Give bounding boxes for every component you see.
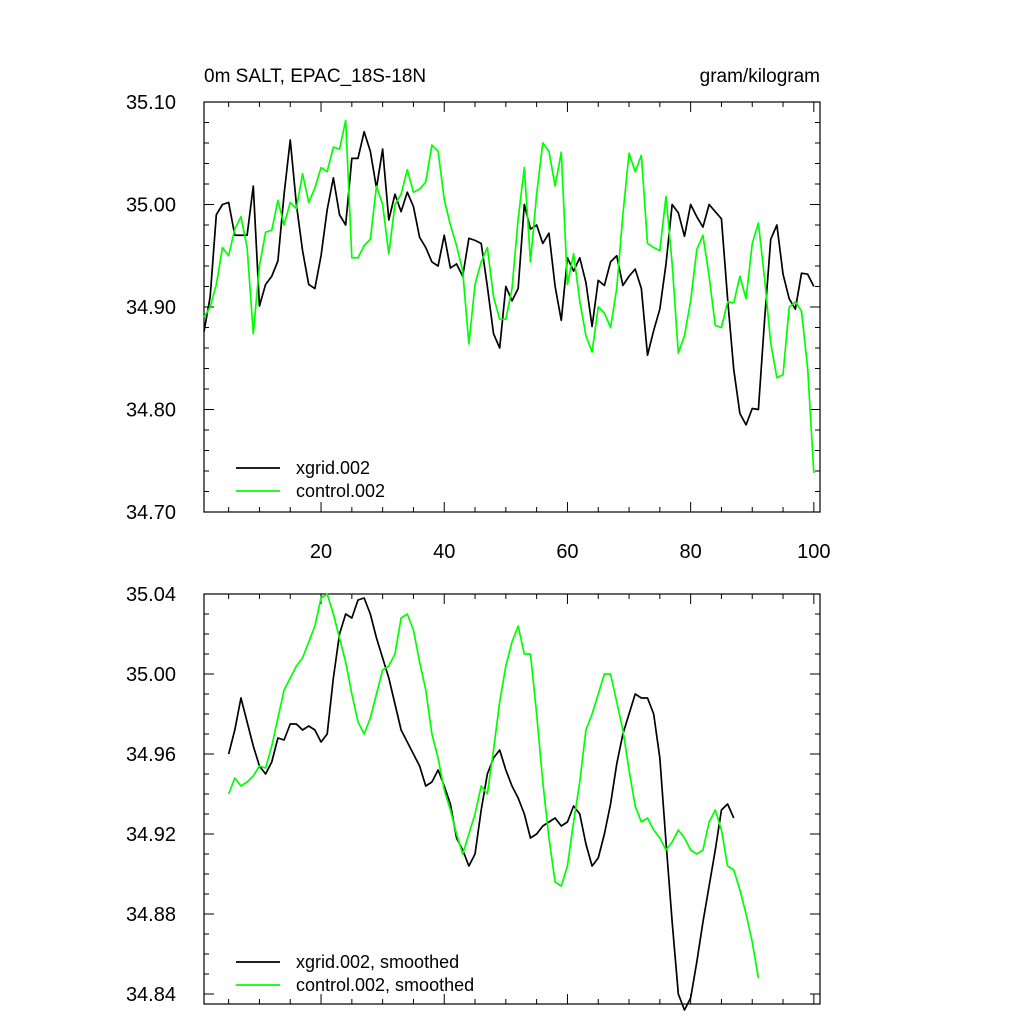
- legend-label: control.002: [296, 481, 385, 501]
- y-tick-label: 34.90: [126, 297, 176, 319]
- series-line-1: [203, 119, 815, 474]
- bottom-panel: 34.84 34.88 34.92 34.96 35.00 35.04 xgrid.002,…: [126, 584, 821, 1011]
- legend-label: control.002, smoothed: [296, 975, 474, 995]
- legend-label: xgrid.002, smoothed: [296, 952, 459, 972]
- plot-frame: [203, 593, 821, 1005]
- y-tick-label: 35.00: [126, 195, 176, 217]
- x-tick-label: 40: [433, 541, 455, 563]
- y-tick-label: 34.92: [126, 824, 176, 846]
- x-tick-label: 80: [680, 541, 702, 563]
- series-line-1: [227, 593, 760, 979]
- units-label: gram/kilogram: [700, 66, 820, 87]
- y-tick-label: 34.96: [126, 744, 176, 766]
- legend-label: xgrid.002: [296, 458, 370, 478]
- y-tick-label: 35.04: [126, 584, 176, 606]
- series-line-0: [203, 130, 815, 426]
- top-panel: 20 40 60 80 100 34.70 34.80 34.90 35.00 35.10 0m S…: [126, 66, 831, 563]
- chart-title: 0m SALT, EPAC_18S-18N: [204, 66, 426, 87]
- y-tick-label: 34.84: [126, 984, 176, 1006]
- x-tick-label: 20: [310, 541, 332, 563]
- y-tick-label: 35.10: [126, 92, 176, 114]
- x-tick-label: 60: [556, 541, 578, 563]
- y-tick-label: 34.80: [126, 400, 176, 422]
- y-tick-label: 35.00: [126, 664, 176, 686]
- y-tick-label: 34.70: [126, 502, 176, 524]
- y-tick-label: 34.88: [126, 904, 176, 926]
- series-line-0: [227, 597, 735, 1011]
- x-tick-label: 100: [797, 541, 830, 563]
